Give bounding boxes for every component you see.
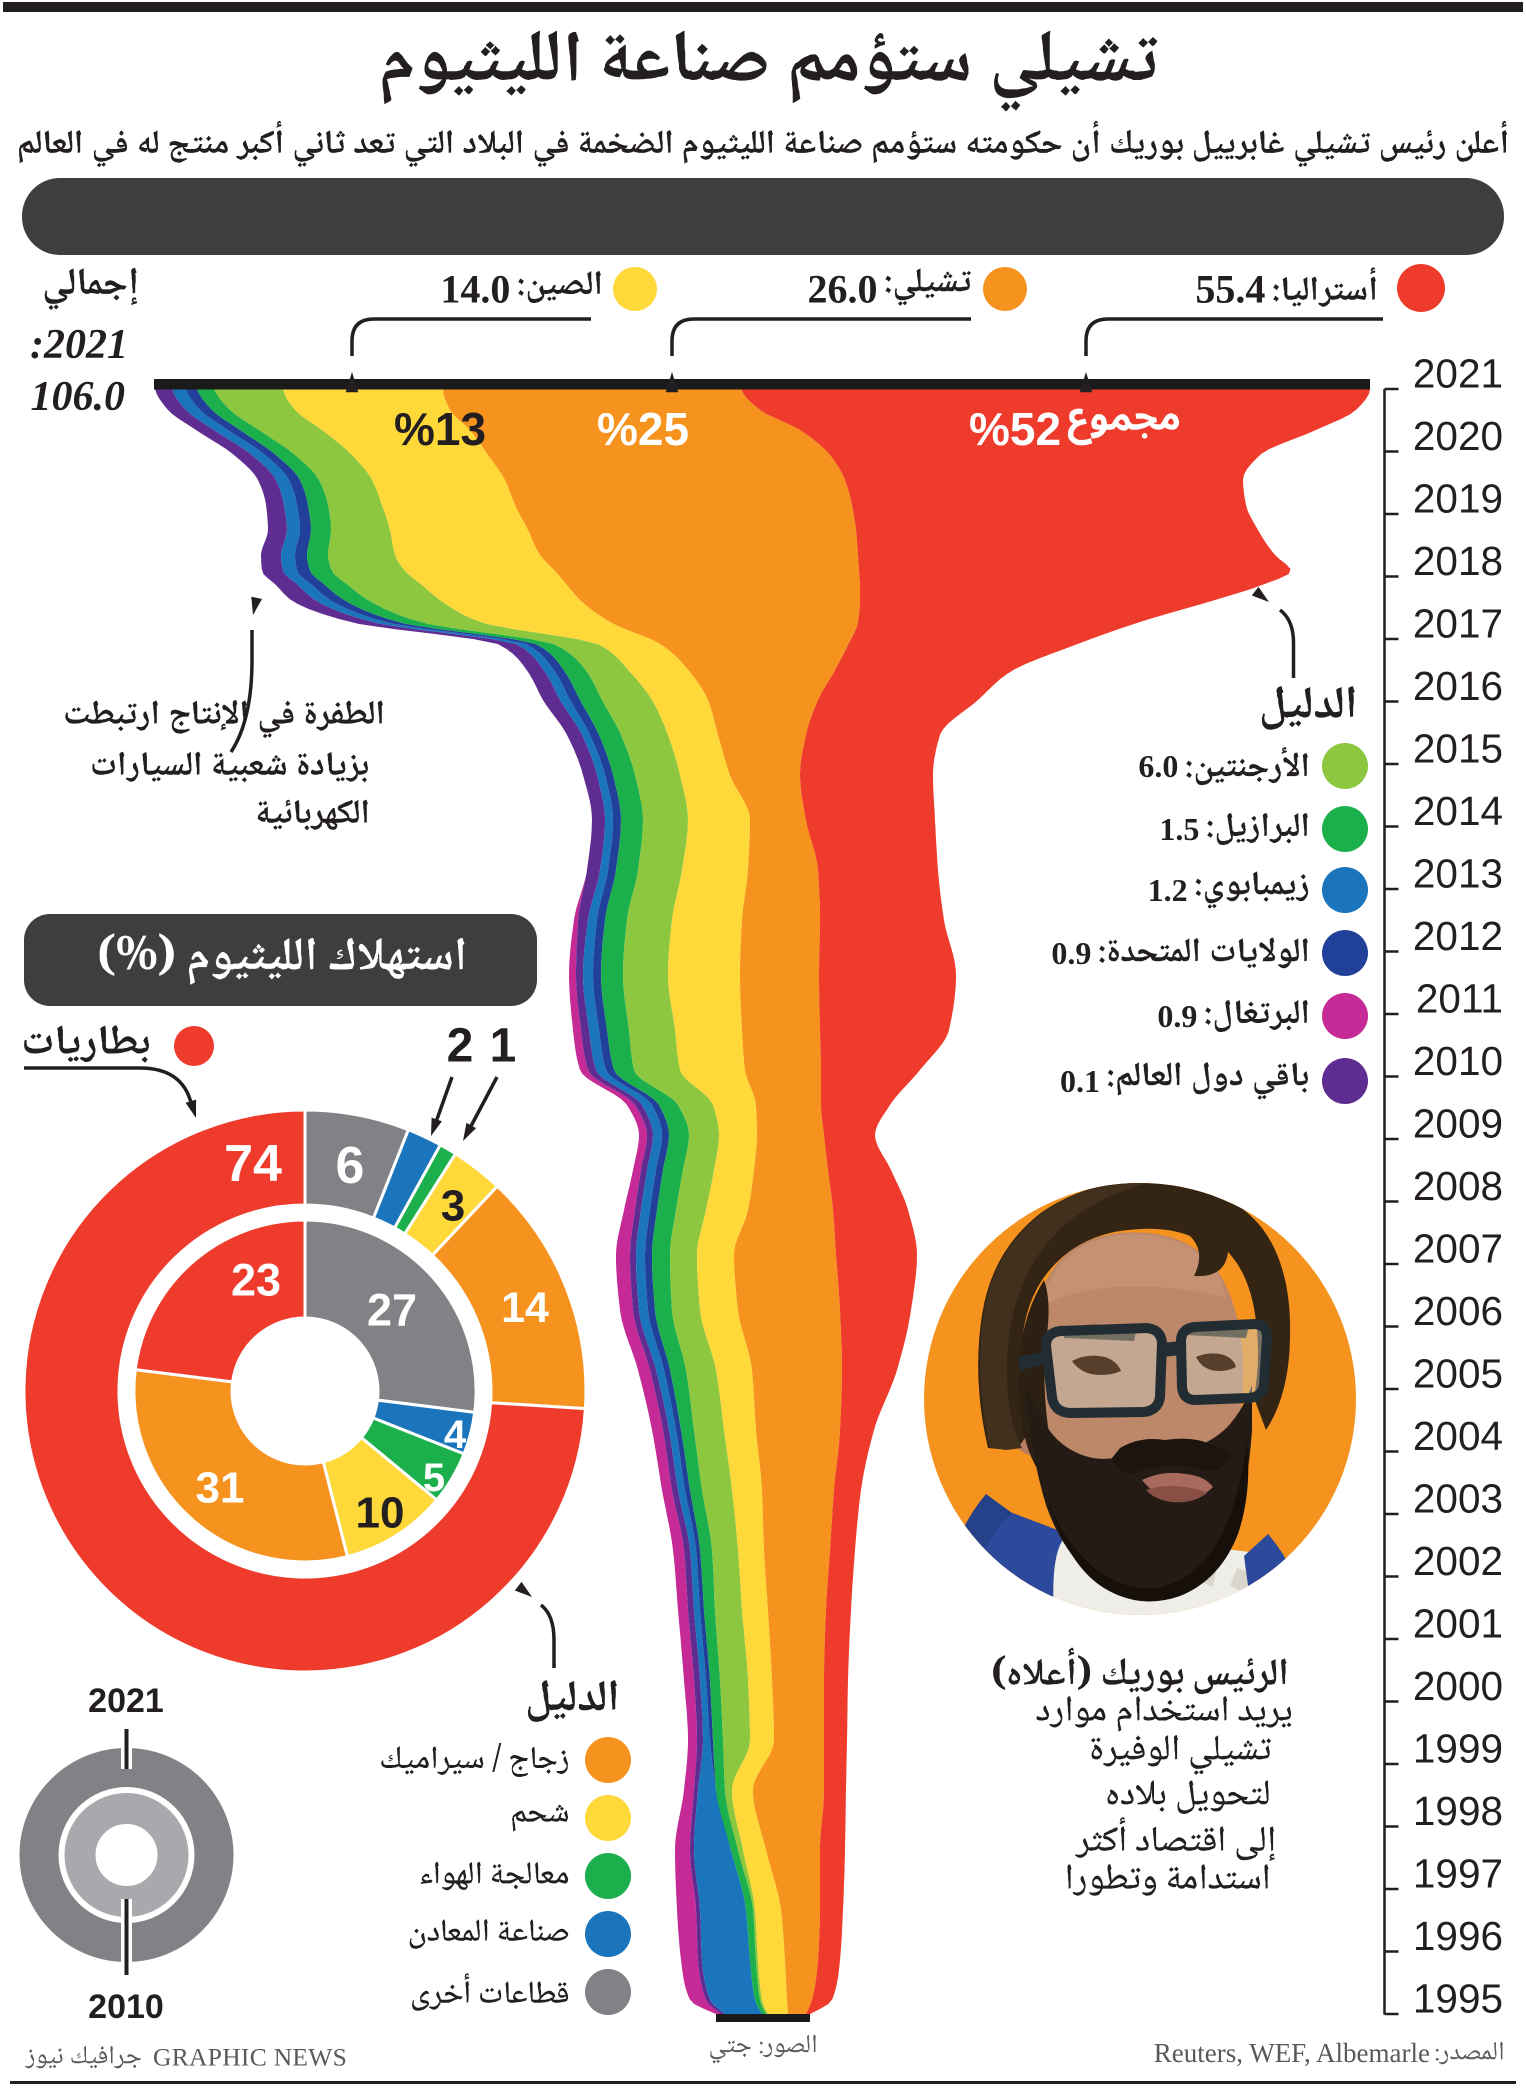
svg-text:1996: 1996 xyxy=(1413,1913,1503,1959)
svg-text:3: 3 xyxy=(441,1182,465,1231)
svg-text:1997: 1997 xyxy=(1413,1851,1503,1897)
svg-text:2008: 2008 xyxy=(1413,1163,1503,1209)
svg-text:5: 5 xyxy=(423,1456,445,1500)
svg-text:2015: 2015 xyxy=(1413,726,1503,772)
svg-text:26.0: 26.0 xyxy=(807,267,877,312)
svg-text:2004: 2004 xyxy=(1413,1413,1503,1459)
svg-text:23: 23 xyxy=(231,1255,281,1306)
svg-text:2011: 2011 xyxy=(1416,976,1503,1022)
svg-text:2020: 2020 xyxy=(1413,413,1503,459)
svg-text:0.9: 0.9 xyxy=(1157,998,1197,1034)
svg-text:0.1: 0.1 xyxy=(1060,1063,1100,1099)
svg-text:74: 74 xyxy=(224,1135,282,1193)
svg-text:1.2: 1.2 xyxy=(1148,872,1188,908)
svg-text:2007: 2007 xyxy=(1413,1226,1503,1272)
svg-text:2009: 2009 xyxy=(1413,1101,1503,1147)
svg-text:%13: %13 xyxy=(394,403,486,455)
svg-text:1.5: 1.5 xyxy=(1159,811,1199,847)
svg-text:14: 14 xyxy=(501,1284,549,1332)
svg-text:2017: 2017 xyxy=(1413,601,1503,647)
svg-text:%25: %25 xyxy=(597,403,689,455)
svg-text:2012: 2012 xyxy=(1413,913,1503,959)
svg-text::2021: :2021 xyxy=(30,322,128,368)
svg-text:106.0: 106.0 xyxy=(31,374,126,420)
svg-text:31: 31 xyxy=(196,1464,245,1513)
svg-text:1: 1 xyxy=(490,1020,517,1073)
svg-text:27: 27 xyxy=(367,1285,417,1336)
svg-text:2021: 2021 xyxy=(1413,351,1503,397)
svg-text:Reuters, WEF, Albemarle: Reuters, WEF, Albemarle xyxy=(1154,2038,1430,2068)
svg-text:2001: 2001 xyxy=(1413,1601,1503,1647)
svg-text:GRAPHIC NEWS: GRAPHIC NEWS xyxy=(153,2043,347,2072)
svg-text:2002: 2002 xyxy=(1413,1538,1503,1584)
svg-text:55.4: 55.4 xyxy=(1195,267,1265,312)
svg-text:2003: 2003 xyxy=(1413,1476,1503,1522)
svg-text:1999: 1999 xyxy=(1413,1726,1503,1772)
svg-text:2019: 2019 xyxy=(1413,476,1503,522)
svg-text:14.0: 14.0 xyxy=(440,267,510,312)
svg-text:10: 10 xyxy=(356,1489,405,1538)
svg-text:2: 2 xyxy=(447,1020,474,1073)
svg-text:2006: 2006 xyxy=(1413,1288,1503,1334)
svg-text:2018: 2018 xyxy=(1413,538,1503,584)
svg-text:2010: 2010 xyxy=(88,1988,164,2026)
svg-text:2016: 2016 xyxy=(1413,663,1503,709)
svg-text:2014: 2014 xyxy=(1413,788,1503,834)
svg-text:2010: 2010 xyxy=(1413,1038,1503,1084)
svg-text:0.9: 0.9 xyxy=(1051,935,1091,971)
svg-text:%52: %52 xyxy=(969,403,1061,455)
svg-text:1995: 1995 xyxy=(1413,1976,1503,2022)
svg-text:4: 4 xyxy=(444,1413,467,1457)
svg-text:2021: 2021 xyxy=(88,1682,164,1720)
svg-text:6.0: 6.0 xyxy=(1138,748,1178,784)
svg-text:6: 6 xyxy=(336,1137,365,1195)
svg-text:2000: 2000 xyxy=(1413,1663,1503,1709)
svg-text:2013: 2013 xyxy=(1413,851,1503,897)
svg-text:2005: 2005 xyxy=(1413,1351,1503,1397)
svg-text:1998: 1998 xyxy=(1413,1788,1503,1834)
